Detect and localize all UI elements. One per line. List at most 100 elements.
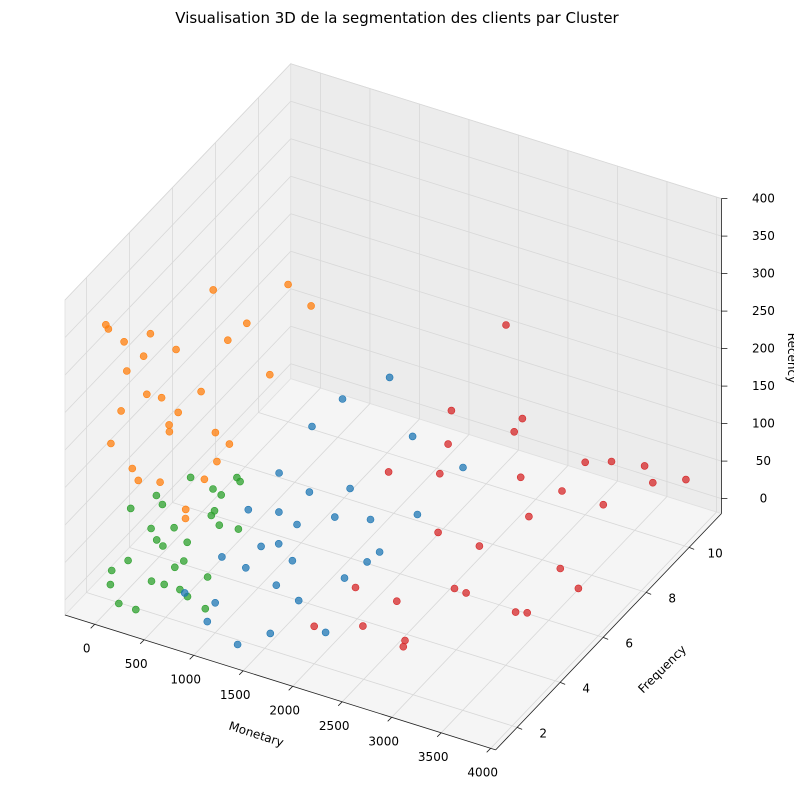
- gridline-x-floor: [242, 434, 470, 672]
- data-point-cluster-1: [181, 505, 190, 514]
- data-point-cluster-0: [183, 538, 191, 547]
- data-point-cluster-0: [180, 557, 188, 565]
- data-point-cluster-3: [502, 321, 510, 329]
- data-point-cluster-1: [213, 457, 221, 466]
- y-tick-label: 4: [582, 681, 590, 695]
- gridline-y-floor: [86, 592, 518, 728]
- gridline-y-floor: [215, 457, 647, 593]
- data-point-cluster-1: [134, 476, 143, 485]
- data-point-cluster-3: [462, 589, 470, 597]
- data-point-cluster-1: [174, 408, 182, 417]
- data-point-cluster-2: [180, 589, 189, 597]
- z-tick-label: 350: [752, 229, 775, 243]
- data-point-cluster-2: [340, 574, 349, 582]
- data-point-cluster-0: [107, 566, 116, 575]
- data-point-cluster-0: [209, 485, 217, 493]
- data-point-cluster-2: [211, 598, 219, 607]
- data-point-cluster-3: [511, 608, 520, 616]
- data-point-cluster-1: [120, 337, 128, 346]
- x-tick: [288, 686, 293, 691]
- y-tick: [689, 546, 695, 550]
- data-point-cluster-1: [209, 286, 217, 294]
- data-point-cluster-1: [165, 421, 173, 429]
- data-point-cluster-1: [139, 352, 148, 361]
- data-point-cluster-2: [459, 463, 467, 472]
- data-point-cluster-0: [234, 525, 243, 533]
- data-point-cluster-2: [305, 488, 314, 496]
- data-point-cluster-3: [518, 414, 527, 423]
- data-point-cluster-3: [510, 427, 519, 436]
- data-point-cluster-2: [288, 556, 297, 565]
- data-point-cluster-2: [408, 432, 417, 441]
- x-tick: [90, 624, 95, 629]
- gridline-x-floor: [490, 511, 717, 749]
- gridline-z-back: [290, 288, 722, 424]
- data-point-cluster-0: [233, 473, 241, 482]
- data-point-cluster-1: [307, 302, 315, 310]
- gridline-z-left: [64, 213, 292, 451]
- data-point-cluster-0: [152, 491, 161, 500]
- z-tick-label: 50: [756, 454, 771, 468]
- data-point-cluster-1: [224, 336, 232, 345]
- data-point-cluster-2: [363, 558, 371, 566]
- data-point-cluster-3: [359, 622, 367, 630]
- z-axis-label: Recency: [785, 333, 794, 383]
- data-point-cluster-2: [321, 628, 330, 637]
- data-point-cluster-1: [157, 393, 166, 402]
- gridline-y-floor: [258, 412, 690, 548]
- data-point-cluster-1: [265, 370, 274, 379]
- gridline-z-back: [290, 138, 722, 274]
- z-tick-label: 100: [752, 417, 775, 431]
- data-point-cluster-0: [207, 511, 216, 520]
- y-tick: [560, 681, 566, 685]
- data-point-cluster-0: [203, 573, 212, 581]
- x-tick: [486, 748, 491, 753]
- data-point-cluster-2: [293, 520, 301, 529]
- data-point-cluster-1: [172, 345, 180, 354]
- gridline-z-left: [64, 363, 292, 601]
- data-point-cluster-3: [447, 406, 456, 415]
- data-point-cluster-3: [523, 608, 532, 617]
- data-point-cluster-1: [123, 367, 131, 375]
- gridline-y-floor: [129, 547, 561, 683]
- y-axis-line: [495, 513, 722, 751]
- data-point-cluster-2: [233, 640, 242, 649]
- data-point-cluster-0: [159, 542, 167, 550]
- z-tick-label: 0: [760, 492, 768, 506]
- x-tick: [436, 732, 442, 738]
- y-tick-label: 8: [668, 591, 676, 605]
- data-point-cluster-2: [257, 542, 265, 551]
- data-point-cluster-3: [574, 584, 583, 593]
- gridline-x-floor: [391, 480, 618, 718]
- data-point-cluster-2: [275, 469, 283, 477]
- data-point-cluster-0: [152, 536, 161, 544]
- data-point-cluster-3: [384, 468, 393, 476]
- data-point-cluster-0: [160, 580, 168, 589]
- z-tick-label: 150: [752, 379, 775, 393]
- gridline-z-back: [290, 100, 722, 237]
- gridline-z-back: [290, 63, 722, 199]
- data-point-cluster-0: [124, 556, 132, 565]
- data-point-cluster-1: [165, 427, 174, 436]
- data-point-cluster-3: [640, 462, 649, 470]
- y-tick-label: 10: [708, 546, 723, 560]
- data-point-cluster-0: [186, 473, 195, 482]
- y-tick: [603, 636, 609, 640]
- data-point-cluster-3: [392, 597, 401, 606]
- data-point-cluster-3: [475, 542, 484, 550]
- data-point-cluster-0: [147, 524, 155, 533]
- data-point-cluster-1: [200, 475, 209, 484]
- data-point-cluster-2: [338, 395, 347, 403]
- data-point-cluster-0: [171, 563, 179, 572]
- data-point-cluster-3: [435, 469, 444, 478]
- data-point-cluster-3: [607, 457, 616, 466]
- data-point-cluster-3: [525, 512, 533, 521]
- data-point-cluster-3: [599, 500, 608, 509]
- data-point-cluster-1: [225, 440, 234, 448]
- x-tick-label: 3000: [368, 734, 399, 748]
- data-point-cluster-0: [158, 500, 167, 509]
- gridline-z-back: [290, 363, 722, 499]
- gridline-y-floor: [172, 502, 604, 638]
- data-point-cluster-2: [244, 505, 253, 514]
